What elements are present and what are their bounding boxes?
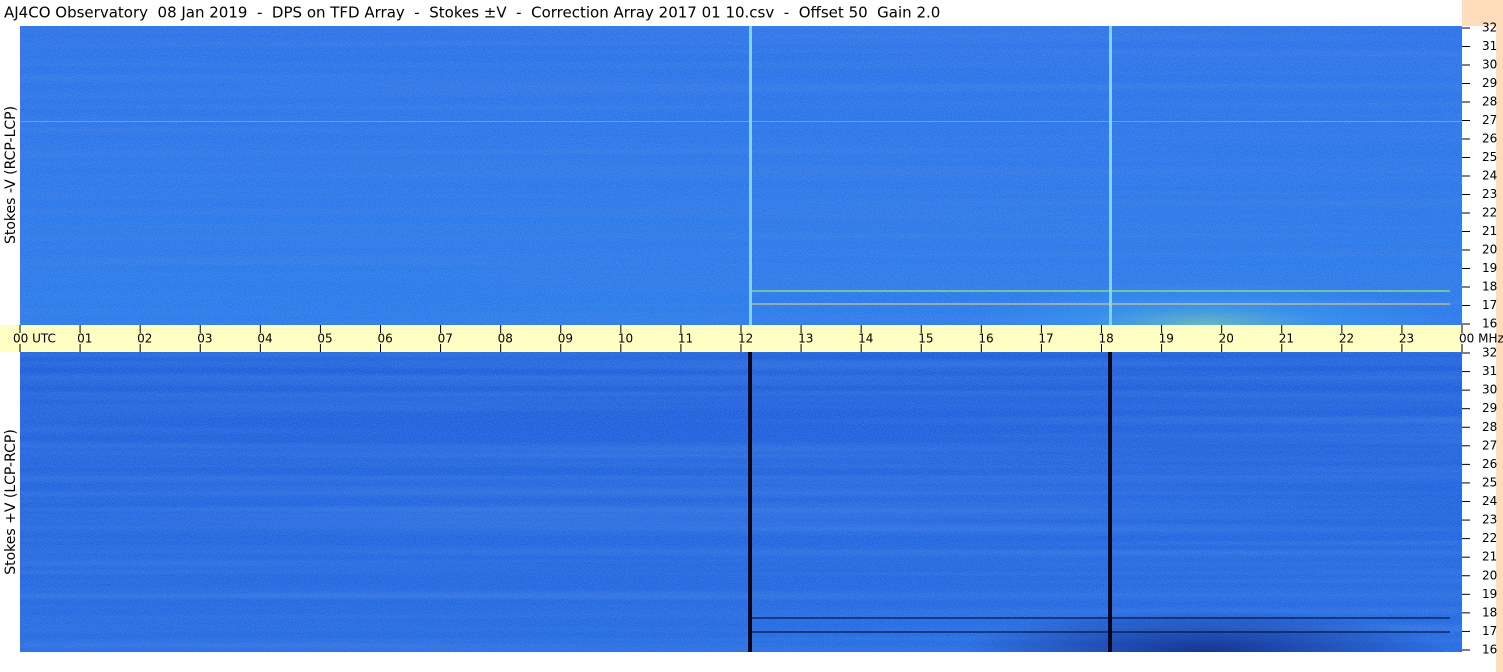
time-label: 14 bbox=[858, 332, 873, 346]
time-label: 09 bbox=[558, 332, 573, 346]
frequency-label: 27 bbox=[1482, 113, 1497, 127]
frequency-label: 22 bbox=[1482, 531, 1497, 545]
frequency-label: 23 bbox=[1482, 187, 1497, 201]
time-label: 22 bbox=[1339, 332, 1354, 346]
frequency-label: 30 bbox=[1482, 58, 1497, 72]
frequency-label: 28 bbox=[1482, 420, 1497, 434]
time-label: 01 bbox=[77, 332, 92, 346]
time-label: 23 bbox=[1399, 332, 1414, 346]
frequency-label: 20 bbox=[1482, 243, 1497, 257]
time-label: 16 bbox=[978, 332, 993, 346]
frequency-label: 17 bbox=[1482, 298, 1497, 312]
frequency-label: 29 bbox=[1482, 401, 1497, 415]
window-title: AJ4CO Observatory 08 Jan 2019 - DPS on T… bbox=[4, 4, 940, 22]
frequency-label: 24 bbox=[1482, 494, 1497, 508]
time-label: 02 bbox=[137, 332, 152, 346]
bottom-spectrogram bbox=[20, 352, 1462, 652]
time-axis-strip bbox=[0, 325, 1462, 352]
frequency-label: 16 bbox=[1482, 643, 1497, 657]
time-label: 19 bbox=[1159, 332, 1174, 346]
time-label: 15 bbox=[918, 332, 933, 346]
frequency-label: 21 bbox=[1482, 224, 1497, 238]
frequency-label: 29 bbox=[1482, 76, 1497, 90]
frequency-label: 31 bbox=[1482, 39, 1497, 53]
time-label: 11 bbox=[678, 332, 693, 346]
frequency-label: 25 bbox=[1482, 475, 1497, 489]
frequency-label: 19 bbox=[1482, 261, 1497, 275]
frequency-label: 18 bbox=[1482, 280, 1497, 294]
frequency-label: 26 bbox=[1482, 132, 1497, 146]
top-spectrogram bbox=[20, 26, 1462, 325]
frequency-label: 16 bbox=[1482, 317, 1497, 331]
frequency-label: 25 bbox=[1482, 150, 1497, 164]
frequency-label: 27 bbox=[1482, 438, 1497, 452]
time-label: 20 bbox=[1219, 332, 1234, 346]
frequency-label: 22 bbox=[1482, 206, 1497, 220]
frequency-label: 23 bbox=[1482, 513, 1497, 527]
frequency-label: 26 bbox=[1482, 457, 1497, 471]
frequency-label: 30 bbox=[1482, 383, 1497, 397]
time-label: 12 bbox=[738, 332, 753, 346]
time-label: 13 bbox=[798, 332, 813, 346]
time-label: 18 bbox=[1099, 332, 1114, 346]
frequency-label: 24 bbox=[1482, 169, 1497, 183]
time-label: 07 bbox=[438, 332, 453, 346]
frequency-label: 17 bbox=[1482, 624, 1497, 638]
time-label: 08 bbox=[498, 332, 513, 346]
frequency-label: 31 bbox=[1482, 364, 1497, 378]
frequency-label: 32 bbox=[1482, 346, 1497, 360]
time-label: 00 MHz bbox=[1459, 332, 1503, 346]
time-label: 00 UTC bbox=[13, 332, 56, 346]
panel-label: Stokes -V (RCP-LCP) bbox=[3, 106, 19, 244]
edge-strip bbox=[1496, 0, 1503, 672]
frequency-label: 28 bbox=[1482, 95, 1497, 109]
time-label: 17 bbox=[1038, 332, 1053, 346]
time-label: 06 bbox=[378, 332, 393, 346]
time-label: 10 bbox=[618, 332, 633, 346]
time-label: 03 bbox=[197, 332, 212, 346]
time-label: 05 bbox=[317, 332, 332, 346]
frequency-label: 21 bbox=[1482, 550, 1497, 564]
frequency-label: 20 bbox=[1482, 568, 1497, 582]
panel-label: Stokes +V (LCP-RCP) bbox=[3, 429, 19, 575]
frequency-label: 32 bbox=[1482, 21, 1497, 35]
frequency-label: 18 bbox=[1482, 605, 1497, 619]
time-label: 04 bbox=[257, 332, 272, 346]
time-label: 21 bbox=[1279, 332, 1294, 346]
frequency-label: 19 bbox=[1482, 587, 1497, 601]
